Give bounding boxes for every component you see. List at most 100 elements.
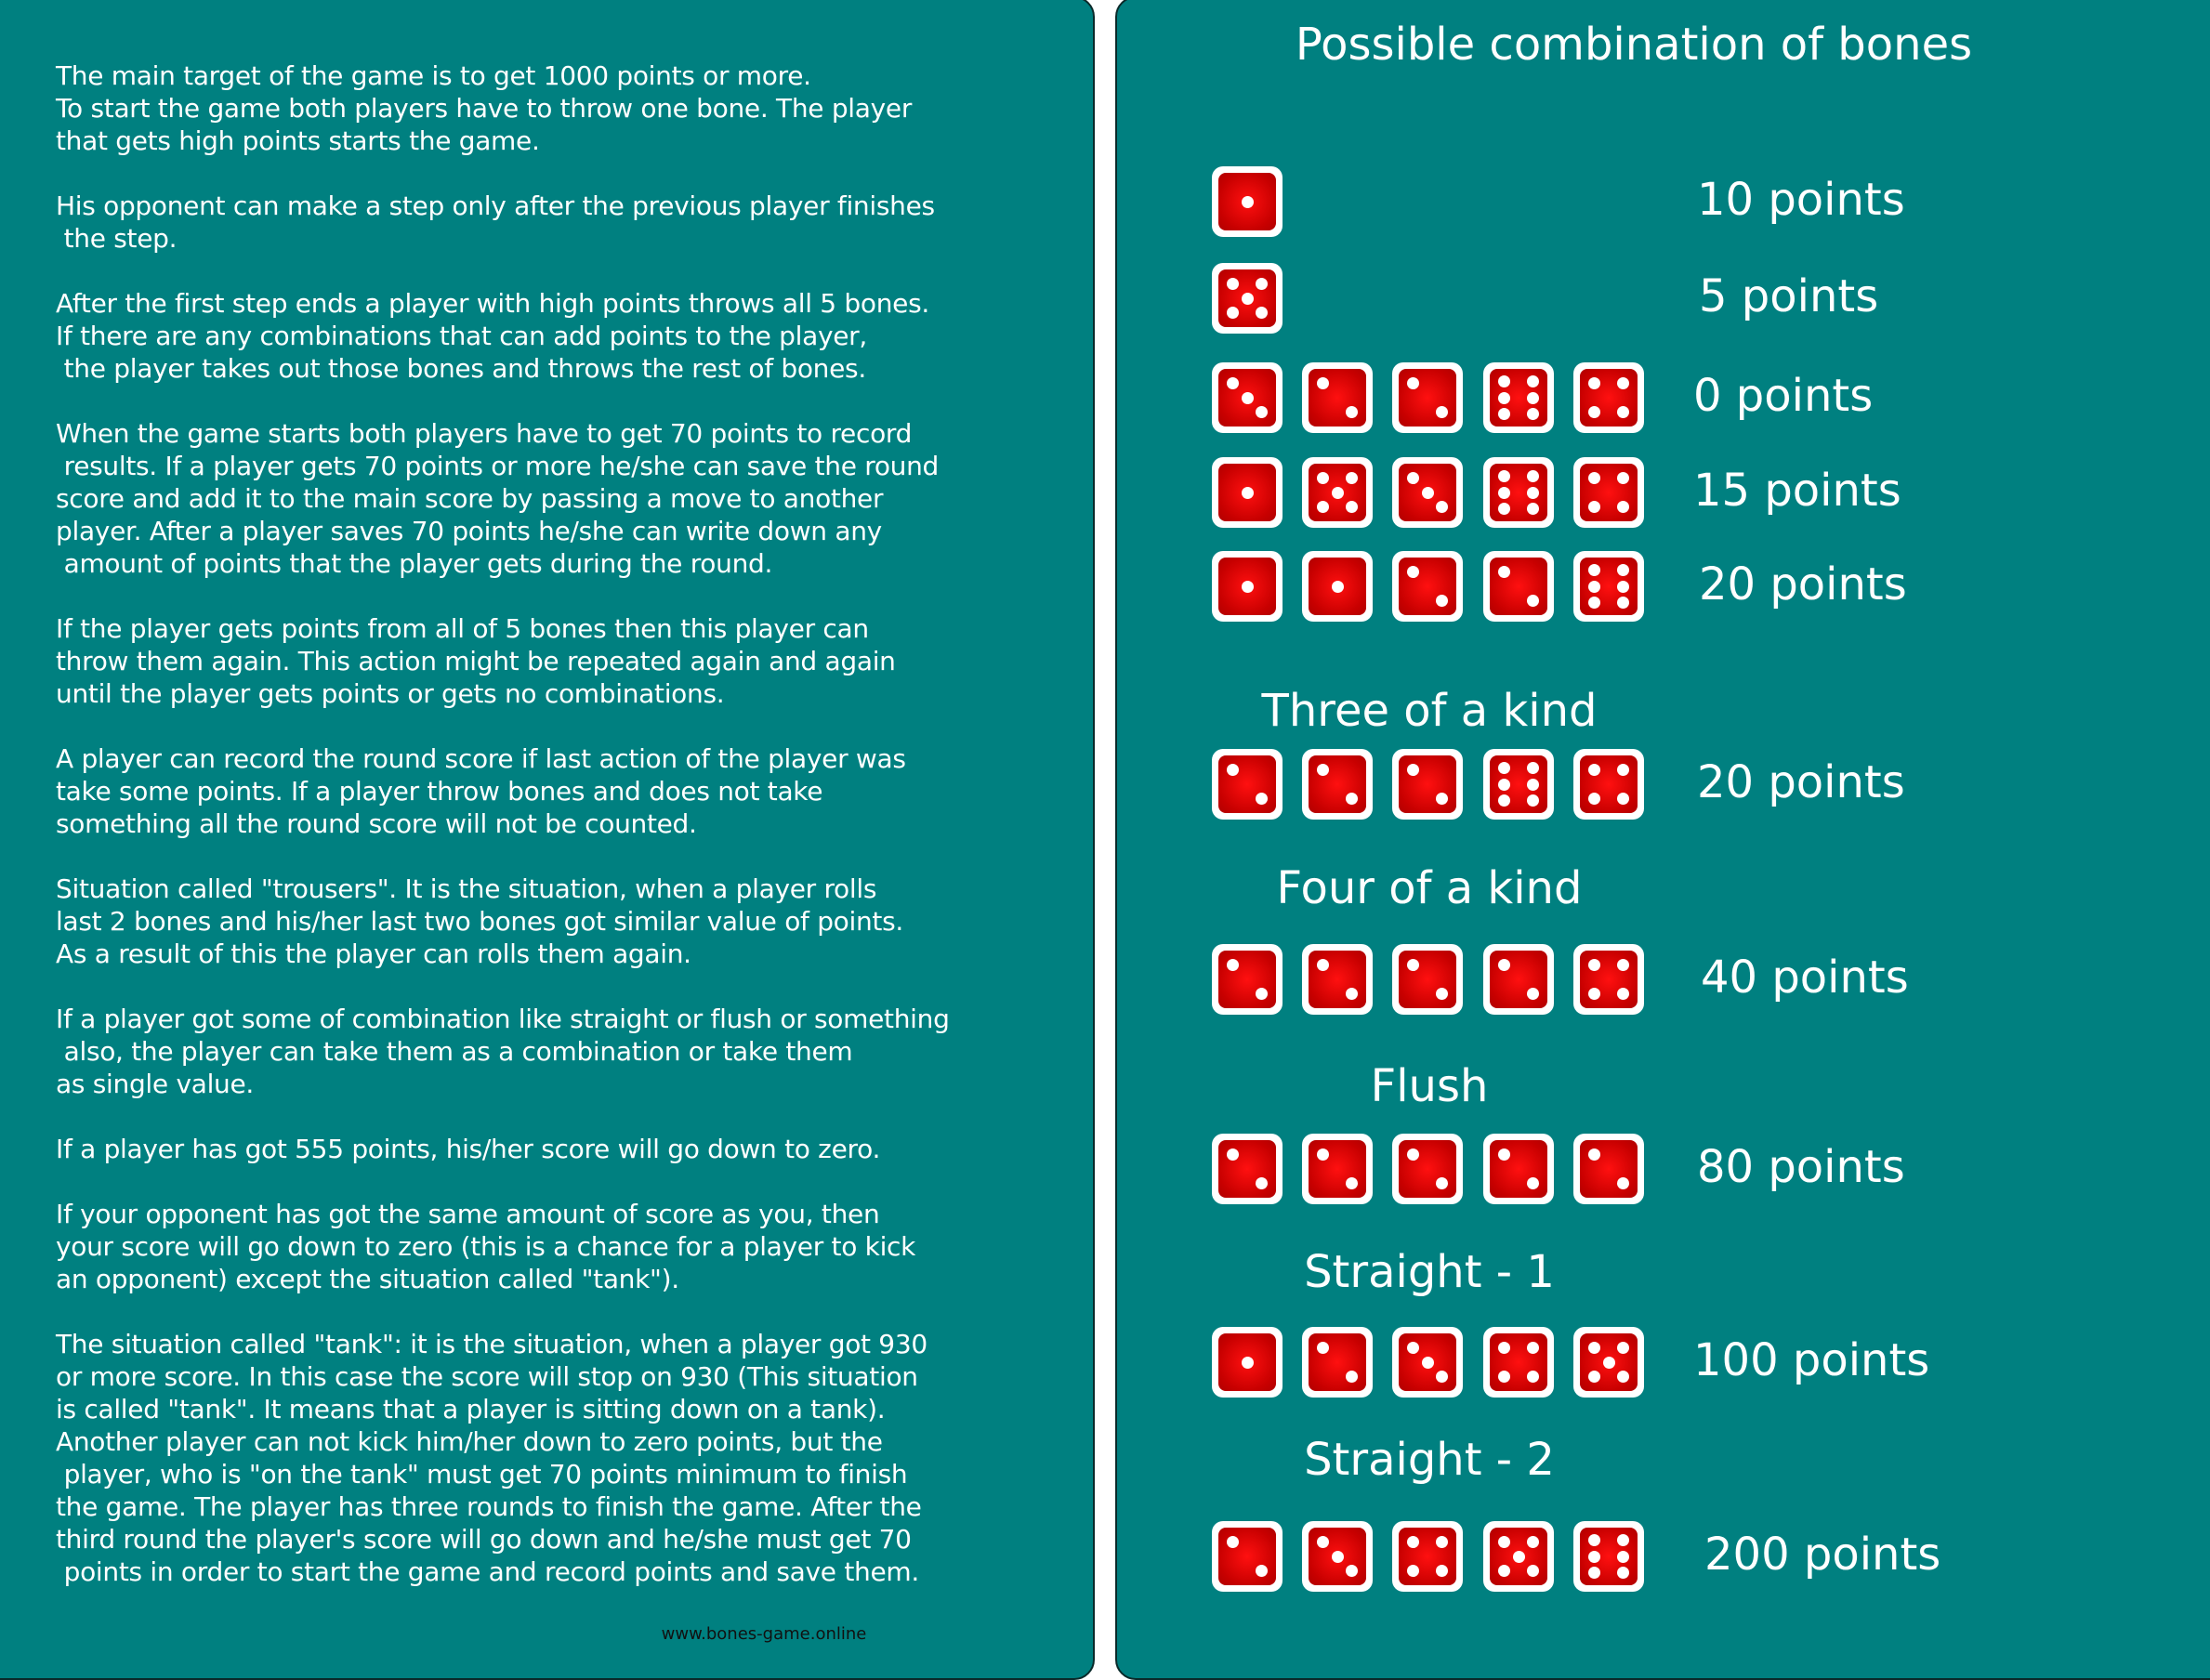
pip	[1588, 1148, 1600, 1161]
pip	[1588, 377, 1600, 389]
rules-line: When the game starts both players have t…	[56, 418, 913, 449]
combinations-panel	[1115, 0, 2210, 1680]
rules-line: If a player has got 555 points, his/her …	[56, 1134, 881, 1164]
pip	[1317, 377, 1329, 389]
rules-line: The situation called "tank": it is the s…	[56, 1329, 927, 1359]
rules-line: player, who is "on the tank" must get 70…	[56, 1459, 908, 1490]
pip	[1498, 1371, 1510, 1383]
die-face	[1580, 1528, 1638, 1585]
pip	[1588, 1550, 1600, 1563]
rules-paragraph: If the player gets points from all of 5 …	[56, 612, 950, 710]
die-face	[1490, 755, 1547, 813]
rules-paragraph: When the game starts both players have t…	[56, 417, 950, 580]
die-face	[1309, 1528, 1366, 1585]
die-face	[1218, 951, 1276, 1008]
die-face	[1490, 369, 1547, 427]
pip	[1527, 502, 1539, 515]
die-6-icon	[1483, 362, 1554, 433]
die-6-icon	[1573, 551, 1644, 622]
pip	[1588, 959, 1600, 971]
pip	[1498, 470, 1510, 483]
pip	[1527, 778, 1539, 791]
die-face	[1490, 1528, 1547, 1585]
rules-paragraph: If a player has got 555 points, his/her …	[56, 1133, 950, 1165]
pip	[1588, 793, 1600, 805]
pip	[1527, 1342, 1539, 1354]
points-label: 200 points	[1704, 1529, 1941, 1581]
pip	[1498, 778, 1510, 791]
die-face	[1218, 1333, 1276, 1391]
rules-paragraph: The situation called "tank": it is the s…	[56, 1328, 950, 1588]
rules-line: His opponent can make a step only after …	[56, 190, 935, 221]
pip	[1588, 580, 1600, 593]
rules-line: until the player gets points or gets no …	[56, 678, 725, 709]
die-face	[1399, 369, 1456, 427]
rules-line: your score will go down to zero (this is…	[56, 1231, 916, 1262]
rules-line: To start the game both players have to t…	[56, 93, 913, 124]
pip	[1346, 793, 1358, 805]
pip	[1527, 470, 1539, 483]
die-face	[1399, 755, 1456, 813]
pip	[1436, 1371, 1448, 1383]
die-2-icon	[1212, 1521, 1283, 1592]
pip	[1527, 375, 1539, 388]
points-label: 15 points	[1693, 465, 1901, 517]
die-2-icon	[1302, 749, 1373, 820]
pip	[1256, 1565, 1268, 1577]
rules-line: the player takes out those bones and thr…	[56, 353, 867, 384]
pip	[1498, 1536, 1510, 1548]
pip	[1317, 472, 1329, 484]
die-1-icon	[1212, 1327, 1283, 1398]
pip	[1256, 406, 1268, 418]
die-face	[1580, 464, 1638, 521]
pip	[1346, 406, 1358, 418]
pip	[1317, 959, 1329, 971]
rules-line: third round the player's score will go d…	[56, 1524, 912, 1555]
die-face	[1399, 1140, 1456, 1198]
rules-paragraph: His opponent can make a step only after …	[56, 190, 950, 255]
die-1-icon	[1212, 551, 1283, 622]
pip	[1527, 407, 1539, 420]
pip	[1498, 1565, 1510, 1577]
die-4-icon	[1392, 1521, 1463, 1592]
pip	[1436, 1536, 1448, 1548]
die-face	[1218, 558, 1276, 615]
pip	[1227, 1148, 1239, 1161]
pip	[1407, 1342, 1419, 1354]
pip	[1407, 1536, 1419, 1548]
pip	[1498, 566, 1510, 578]
die-3-icon	[1302, 1521, 1373, 1592]
pip	[1498, 794, 1510, 807]
rules-line: take some points. If a player throw bone…	[56, 776, 823, 807]
die-face	[1580, 1140, 1638, 1198]
pip	[1498, 486, 1510, 499]
points-label: 40 points	[1701, 952, 1909, 1004]
pip	[1588, 472, 1600, 484]
points-label: 5 points	[1699, 270, 1879, 322]
die-face	[1399, 1528, 1456, 1585]
die-5-icon	[1212, 263, 1283, 334]
rules-line: the game. The player has three rounds to…	[56, 1491, 922, 1522]
pip	[1617, 1550, 1629, 1563]
die-2-icon	[1392, 551, 1463, 622]
pip	[1588, 1342, 1600, 1354]
die-face	[1490, 1333, 1547, 1391]
rules-line: If there are any combinations that can a…	[56, 321, 867, 351]
website-link[interactable]: www.bones-game.online	[661, 1624, 867, 1644]
pip	[1256, 307, 1268, 319]
rules-line: amount of points that the player gets du…	[56, 548, 773, 579]
rules-paragraph: The main target of the game is to get 10…	[56, 59, 950, 157]
die-2-icon	[1302, 944, 1373, 1015]
pip	[1527, 391, 1539, 404]
rules-line: as single value.	[56, 1069, 255, 1099]
die-face	[1309, 755, 1366, 813]
die-4-icon	[1573, 362, 1644, 433]
pip	[1498, 375, 1510, 388]
die-2-icon	[1483, 1134, 1554, 1204]
pip	[1617, 764, 1629, 776]
pip	[1527, 762, 1539, 775]
die-face	[1490, 464, 1547, 521]
die-2-icon	[1392, 944, 1463, 1015]
die-face	[1580, 951, 1638, 1008]
rules-line: If your opponent has got the same amount…	[56, 1199, 880, 1229]
